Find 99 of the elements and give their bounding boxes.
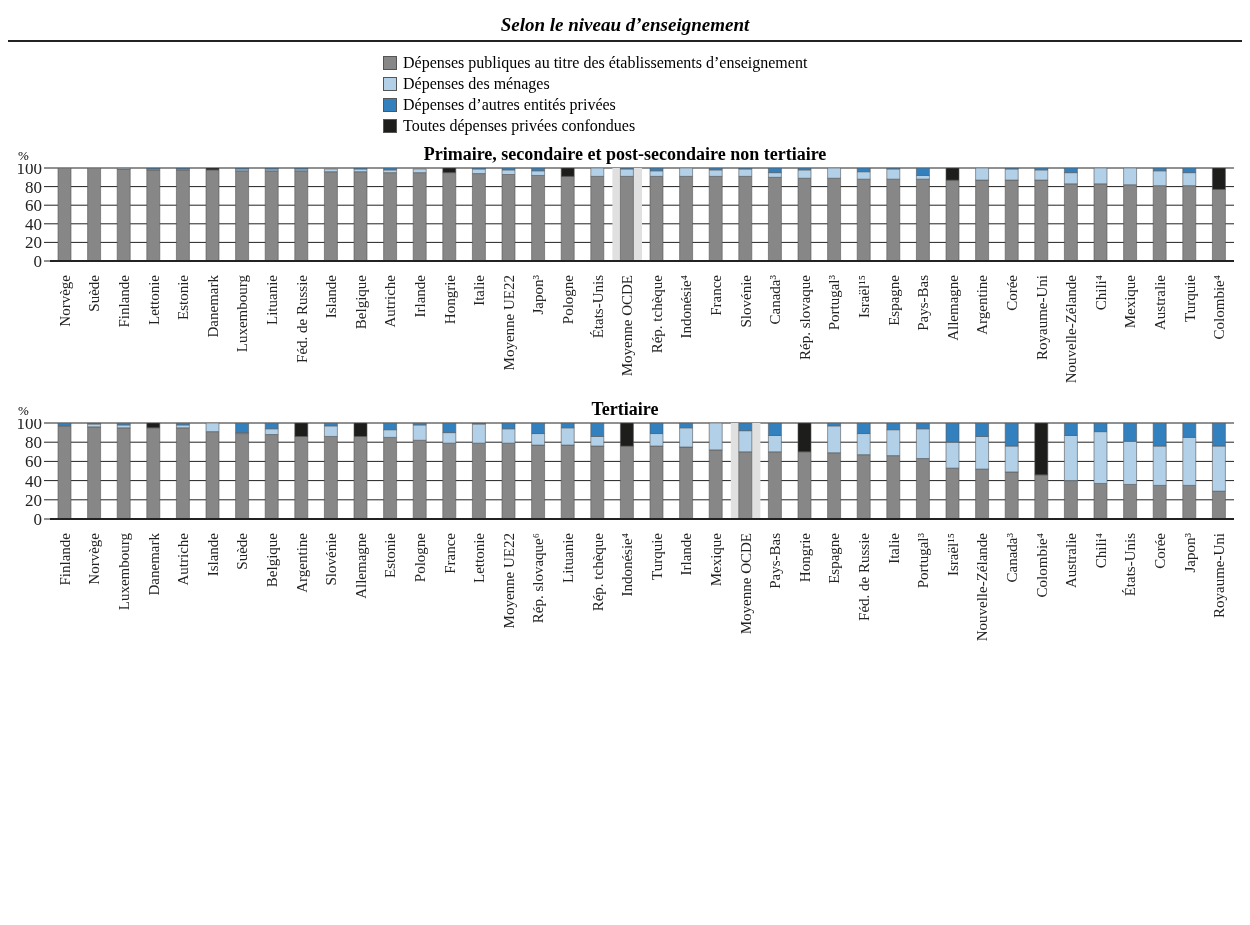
y-axis-title: % [18,403,29,419]
x-tick-label: Royaume-Uni [1211,533,1228,618]
x-tick-label: Moyenne UE22 [500,533,517,629]
x-tick-label: Belgique [264,532,280,588]
x-tick-label: Islande [204,532,221,577]
legend-label: Toutes dépenses privées confondues [403,116,636,136]
x-tick-label: Lettonie [145,274,162,325]
x-tick-label: États-Unis [1122,532,1139,597]
x-tick-label: France [708,274,724,316]
x-tick-label: Nouvelle-Zélande [974,532,991,642]
x-tick-label: Israël¹⁵ [944,533,961,577]
y-tick-label: 60 [25,452,42,472]
x-tick-label: Norvège [86,532,103,585]
x-tick-label: Espagne [826,532,843,584]
x-tick-label: Pologne [412,532,428,583]
x-tick-label: Lettonie [471,532,488,583]
x-tick-label: Corée [1152,532,1168,569]
y-tick-label: 60 [25,196,42,216]
x-tick-label: Mexique [1122,274,1139,329]
x-tick-label: Allemagne [352,532,369,599]
x-tick-label: Turquie [648,532,665,580]
x-tick-label: Finlande [56,532,73,586]
x-tick-label: Italie [471,274,488,306]
x-tick-label: Rép. slovaque⁶ [530,533,547,624]
x-tick-label: Moyenne UE22 [500,275,517,371]
x-tick-label: Lituanie [560,532,576,583]
legend-label: Dépenses d’autres entités privées [403,95,616,115]
x-tick-label: Israël¹⁵ [856,275,872,319]
y-tick-label: 20 [25,490,42,510]
x-tick-label: Chili⁴ [1092,533,1109,569]
x-tick-label: Belgique [352,274,369,330]
x-tick-label: Argentine [974,274,991,335]
x-tick-label: Canada³ [767,274,784,325]
x-tick-label: Rép. tchèque [648,274,665,354]
x-tick-label: Moyenne OCDE [737,533,754,635]
x-tick-label: Pays-Bas [915,274,932,331]
x-tick-label: Hongrie [796,532,813,583]
x-tick-label: Féd. de Russie [856,532,872,621]
x-tick-label: Slovénie [737,274,754,328]
x-tick-label: Féd. de Russie [293,274,310,363]
x-tick-label: Indonésie⁴ [619,533,636,597]
x-tick-label: Australie [1152,274,1168,330]
y-tick-label: 40 [25,471,42,491]
x-tick-label: Royaume-Uni [1033,275,1050,360]
x-tick-label: Corée [1004,274,1020,311]
x-tick-label: Suède [234,532,251,570]
legend-label: Dépenses des ménages [403,74,550,94]
y-tick-label: 0 [33,510,42,530]
x-tick-label: Irlande [412,274,428,318]
x-tick-label: Mexique [708,532,724,587]
x-tick-label: Colombie⁴ [1211,275,1228,340]
x-tick-label: Argentine [293,532,310,593]
x-tick-label: Moyenne OCDE [619,275,636,377]
x-tick-label: Allemagne [944,274,961,341]
y-tick-label: 0 [33,252,42,272]
chart-title: Primaire, secondaire et post-secondaire non tertiaire [423,144,827,164]
x-tick-label: Japon³ [530,274,547,315]
x-tick-label: Danemark [204,274,221,338]
x-tick-label: Autriche [175,532,192,586]
x-tick-label: Portugal³ [915,532,932,589]
legend-label: Dépenses publiques au titre des établissements d’enseignement [403,53,808,73]
y-tick-label: 80 [25,433,42,453]
x-tick-label: Rép. tchèque [589,532,606,612]
x-tick-label: Rép. slovaque [796,274,813,360]
x-tick-label: Chili⁴ [1092,275,1109,311]
x-tick-label: Islande [323,274,340,319]
x-tick-label: Canada³ [1004,532,1020,583]
x-tick-label: Luxembourg [116,532,132,611]
x-tick-label: Danemark [145,532,162,596]
x-tick-label: Espagne [885,274,902,326]
x-tick-label: Nouvelle-Zélande [1063,274,1080,384]
x-tick-label: France [441,532,458,574]
x-tick-label: Italie [885,532,902,564]
x-tick-label: Irlande [678,532,695,576]
chart-subtitle: Selon le niveau d’enseignement [8,14,1242,42]
y-tick-label: 40 [25,214,42,234]
x-tick-label: Colombie⁴ [1033,533,1050,598]
y-tick-label: 80 [25,177,42,197]
x-tick-label: Autriche [382,274,399,328]
chart-title: Tertiaire [591,399,659,419]
x-tick-label: Norvège [56,274,73,327]
x-tick-label: Australie [1063,532,1080,588]
x-tick-label: Portugal³ [826,274,843,331]
x-tick-label: Pays-Bas [767,532,784,589]
x-tick-label: Hongrie [441,274,458,325]
x-tick-label: États-Unis [589,274,606,339]
y-tick-label: 20 [25,233,42,253]
x-tick-label: Finlande [116,274,132,328]
x-tick-label: Turquie [1181,274,1198,322]
y-axis-title: % [18,148,29,164]
x-tick-label: Indonésie⁴ [678,275,695,339]
x-tick-label: Estonie [175,274,192,320]
x-tick-label: Estonie [382,532,399,578]
x-tick-label: Pologne [560,274,576,325]
x-tick-label: Japon³ [1181,532,1198,573]
x-tick-label: Luxembourg [234,274,251,353]
x-tick-label: Suède [86,274,103,312]
x-tick-label: Slovénie [323,532,340,586]
x-tick-label: Lituanie [264,274,280,325]
